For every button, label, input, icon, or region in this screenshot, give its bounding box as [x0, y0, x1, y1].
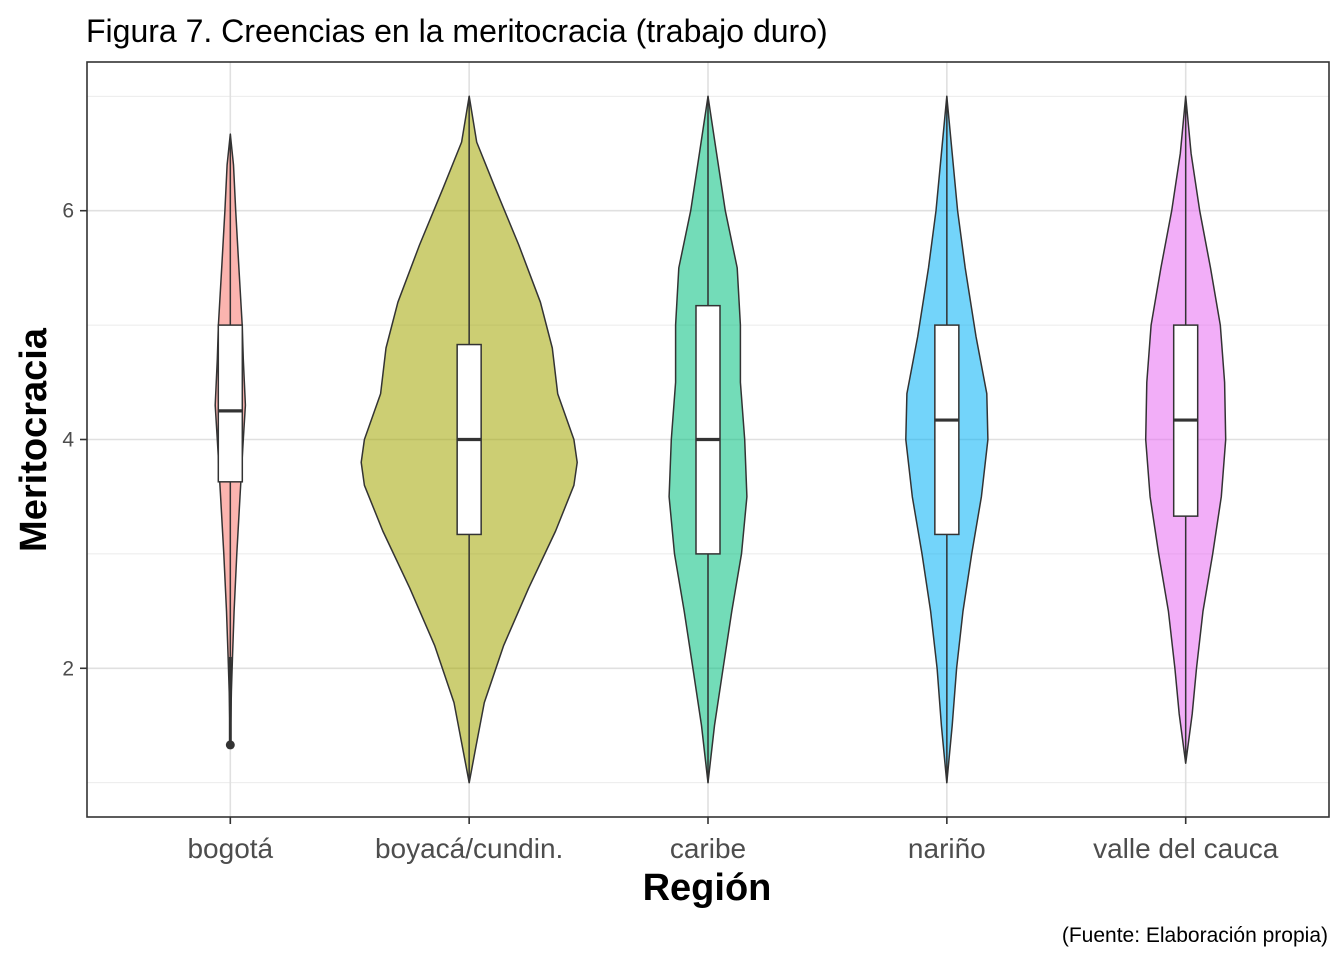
axes: 2 4 6 bogotá boyacá/cundin. caribe nariño valle… — [62, 61, 1330, 864]
chart-title: Figura 7. Creencias en la meritocracia (… — [86, 13, 828, 49]
x-tick-label: caribe — [670, 833, 746, 864]
x-tick-label: bogotá — [187, 833, 273, 864]
x-axis-title: Región — [643, 867, 772, 909]
box-iqr — [934, 324, 960, 536]
box-iqr — [217, 324, 244, 483]
x-tick-label: boyacá/cundin. — [375, 833, 563, 864]
outlier-point — [225, 740, 235, 750]
box-iqr — [695, 304, 721, 555]
x-tick-label: nariño — [908, 833, 986, 864]
y-axis-title: Meritocracia — [13, 327, 55, 552]
x-tick-label: valle del cauca — [1093, 833, 1279, 864]
y-tick-label: 4 — [62, 429, 74, 452]
chart-caption: (Fuente: Elaboración propia) — [1062, 924, 1328, 947]
y-tick-label: 6 — [62, 200, 74, 223]
y-tick-label: 2 — [62, 657, 74, 680]
boxplots — [217, 96, 1199, 783]
